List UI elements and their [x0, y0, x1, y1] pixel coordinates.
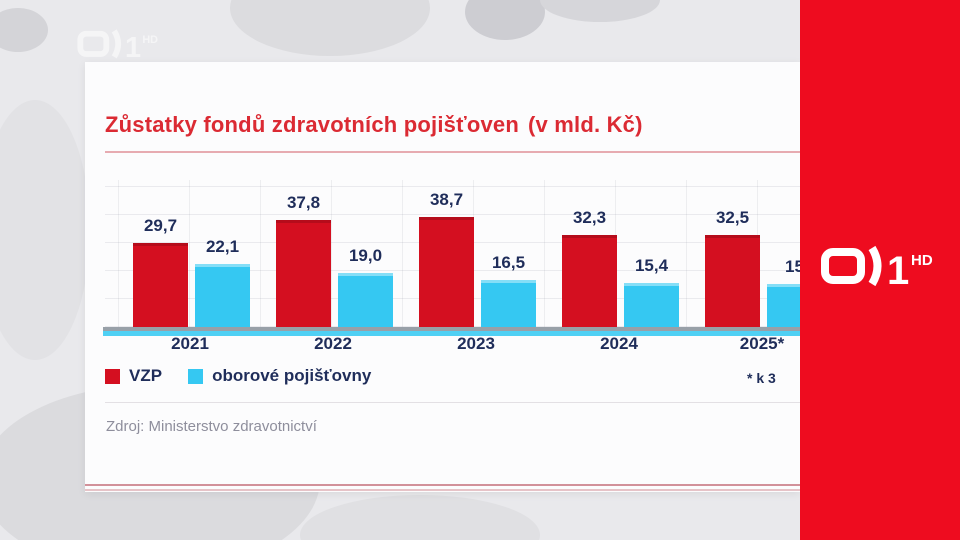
- bar-value-oborove-2024: 15,4: [634, 256, 669, 275]
- card-bottom-border-light: [85, 489, 800, 491]
- chart-title-unit: (v mld. Kč): [527, 112, 643, 137]
- title-underline: [105, 151, 800, 153]
- bar-oborove-2023: [481, 280, 536, 327]
- year-label-2024: 2024: [600, 334, 638, 353]
- bar-vzp-2021: [133, 243, 188, 327]
- ct1-watermark-logo: 1 HD: [77, 29, 158, 60]
- year-label-2021: 2021: [171, 334, 209, 353]
- legend-label-oborove: oborové pojišťovny: [212, 366, 372, 385]
- bar-value-vzp-2023: 38,7: [429, 190, 464, 209]
- watermark-channel-number: 1: [125, 32, 141, 60]
- footnote-clipped: * k 3: [747, 370, 776, 386]
- chart-area: 29,7 22,1 2021 37,8 19,0 2022 38,7 16,5 2023 32,3…: [103, 180, 800, 353]
- bar-vzp-2023: [419, 217, 474, 327]
- bar-value-vzp-2021: 29,7: [143, 216, 178, 235]
- legend-item-oborove: oborové pojišťovny: [188, 366, 371, 386]
- bar-value-oborove-2025: 15: [785, 257, 800, 276]
- chart-title-text: Zůstatky fondů zdravotních pojišťoven: [105, 112, 519, 137]
- bar-oborove-2022: [338, 273, 393, 327]
- bar-value-oborove-2021: 22,1: [205, 237, 240, 256]
- channel-panel: 1 HD: [800, 0, 960, 540]
- hd-badge: HD: [911, 252, 933, 269]
- card-bottom-border-dark: [85, 484, 800, 486]
- legend-swatch-vzp: [105, 368, 120, 384]
- bar-value-vzp-2022: 37,8: [286, 193, 321, 212]
- chart-legend: VZP oborové pojišťovny: [105, 366, 371, 386]
- bar-value-vzp-2024: 32,3: [572, 208, 607, 227]
- bar-oborove-2025: [767, 284, 800, 327]
- year-label-2022: 2022: [314, 334, 352, 353]
- bar-vzp-2022: [276, 220, 331, 327]
- bar-oborove-2024: [624, 283, 679, 327]
- bar-vzp-2025: [705, 235, 760, 327]
- bar-vzp-2024: [562, 235, 617, 327]
- channel-number: 1: [887, 249, 909, 288]
- watermark-hd-label: HD: [142, 34, 158, 46]
- x-axis-baseline: [103, 327, 800, 331]
- legend-item-vzp: VZP: [105, 366, 162, 386]
- year-label-2023: 2023: [457, 334, 495, 353]
- chart-card: Zůstatky fondů zdravotních pojišťoven (v …: [85, 62, 800, 492]
- chart-title: Zůstatky fondů zdravotních pojišťoven (v …: [105, 112, 643, 138]
- bar-value-oborove-2023: 16,5: [491, 253, 526, 272]
- year-label-2025: 2025*: [739, 334, 785, 353]
- bar-value-vzp-2025: 32,5: [715, 208, 750, 227]
- legend-swatch-oborove: [188, 368, 204, 384]
- axis-cyan-strip: [103, 331, 800, 336]
- legend-divider: [105, 402, 800, 403]
- ct1-hd-logo: 1 HD: [821, 245, 933, 288]
- bar-oborove-2021: [195, 264, 250, 327]
- source-text: Zdroj: Ministerstvo zdravotnictví: [106, 418, 317, 435]
- legend-label-vzp: VZP: [129, 366, 163, 385]
- bar-value-oborove-2022: 19,0: [348, 246, 383, 265]
